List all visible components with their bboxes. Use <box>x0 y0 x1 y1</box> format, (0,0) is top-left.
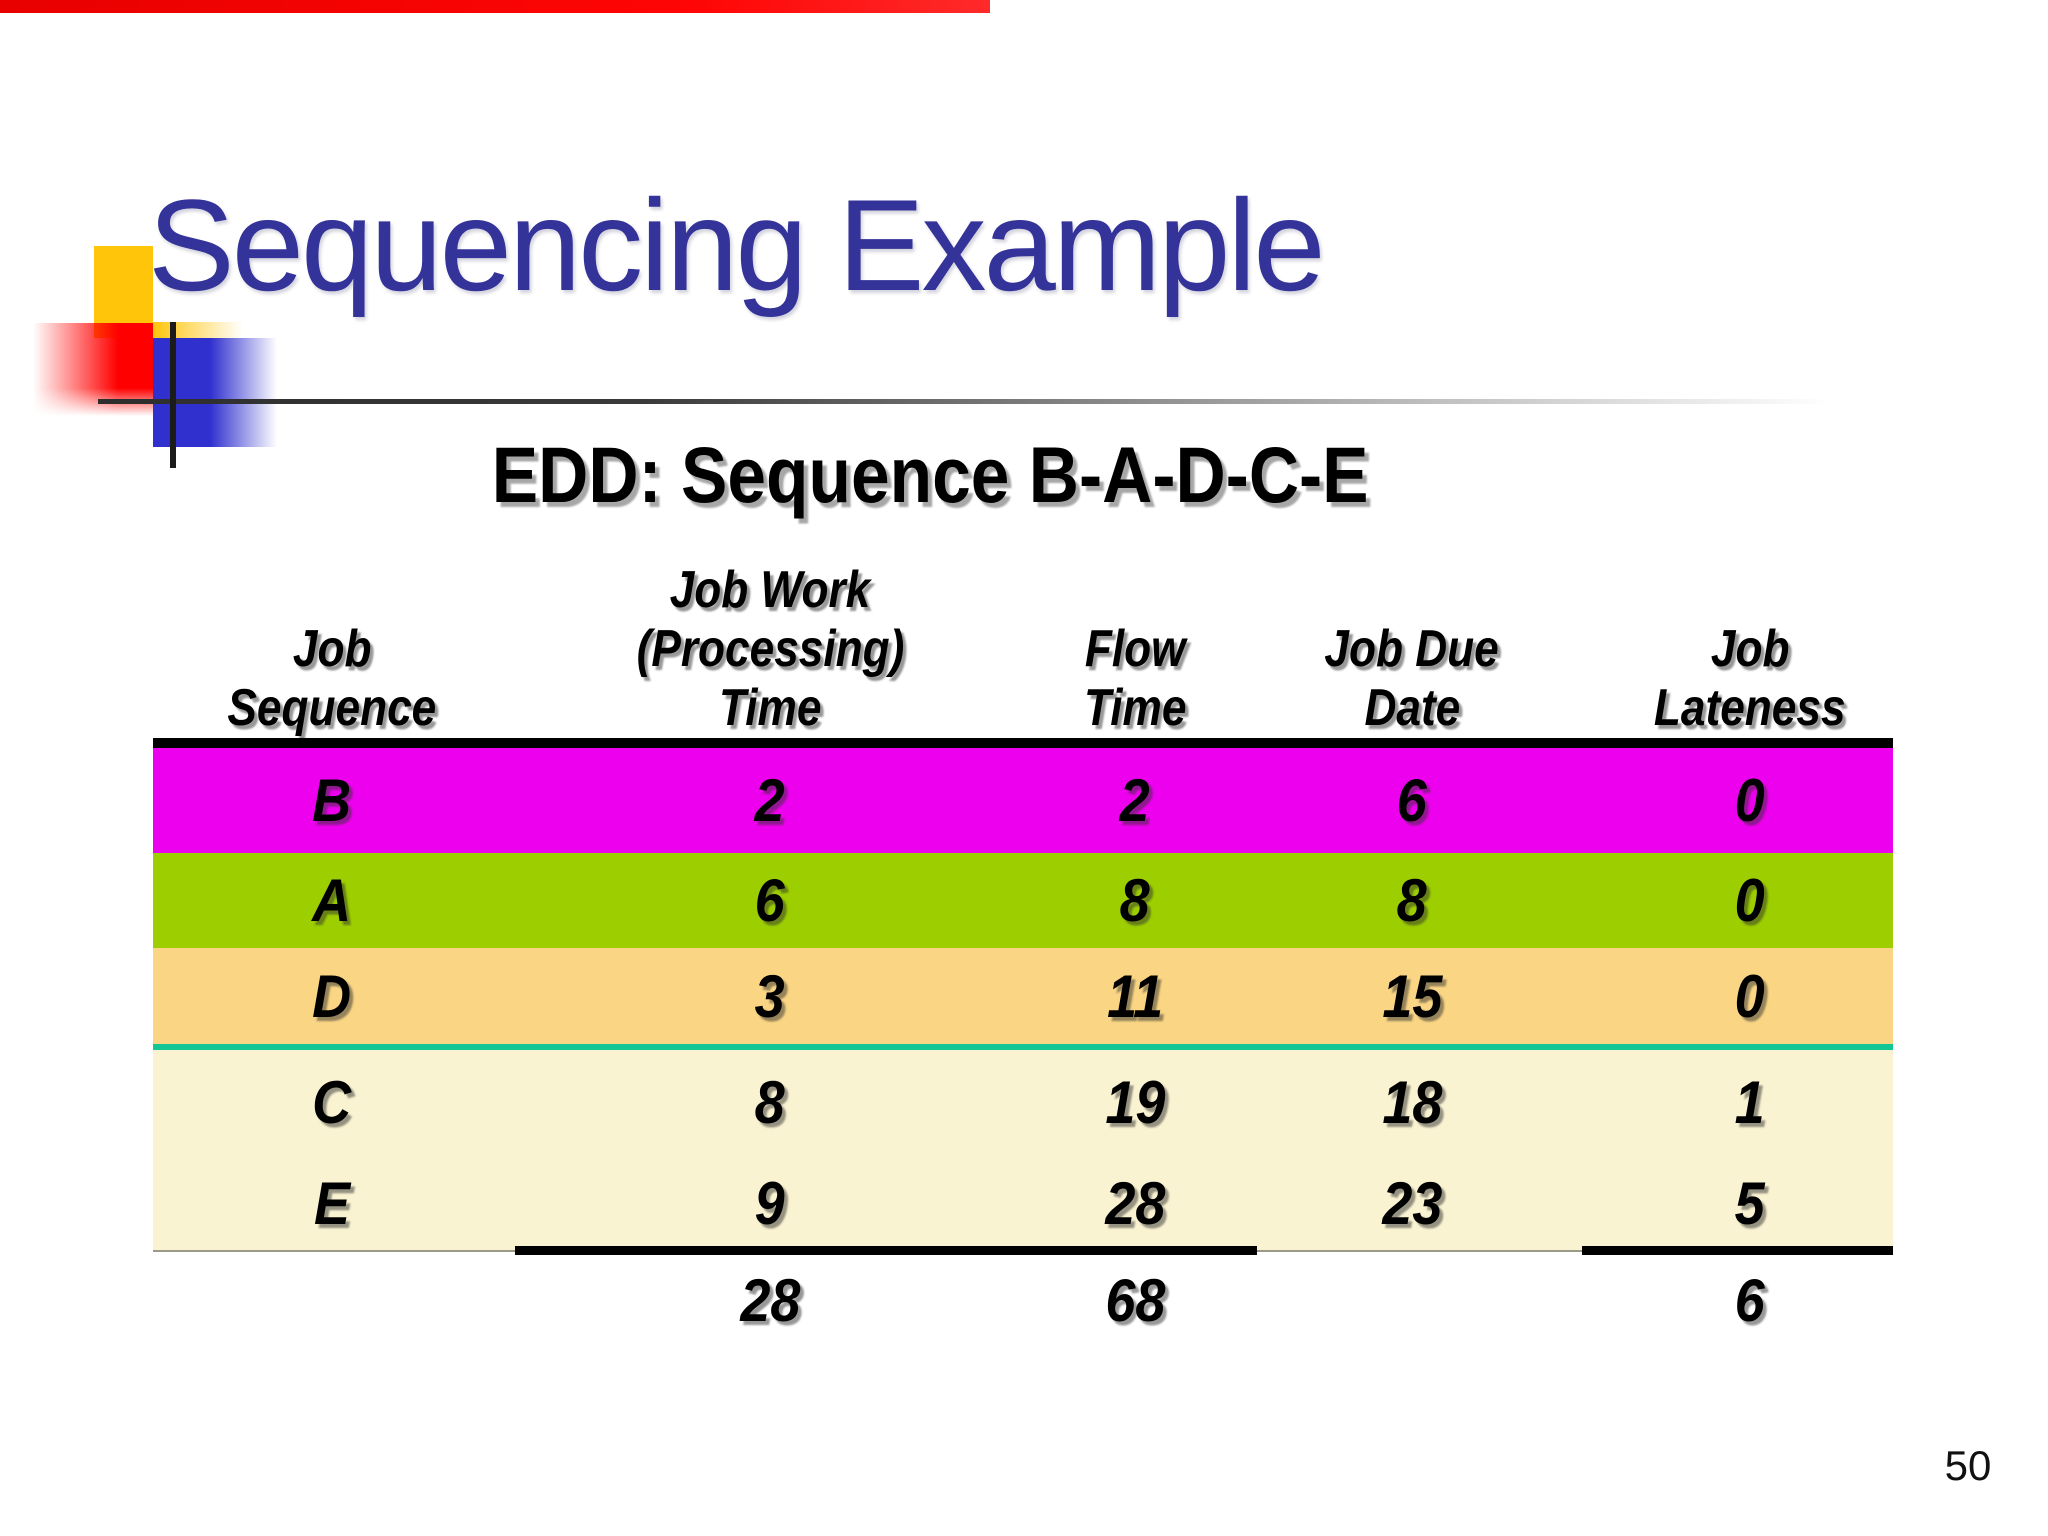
header-line: Time <box>1083 679 1187 737</box>
cell-value: 1 <box>1734 1069 1766 1136</box>
header-line: Date <box>1364 679 1460 737</box>
header-job-work-time: Job Work (Processing) Time <box>551 548 953 738</box>
page-number: 50 <box>1944 1442 1992 1489</box>
header-line: Job <box>292 620 372 678</box>
totals-late: 6 <box>1581 1260 1893 1340</box>
total-value: 68 <box>1104 1266 1166 1334</box>
cell-late: 5 <box>1581 1155 1893 1252</box>
table-row-b: B 2 2 6 0 <box>153 748 1893 853</box>
cell-flow: 28 <box>953 1155 1273 1252</box>
header-job-lateness: Job Lateness <box>1581 548 1893 738</box>
header-line: (Processing) <box>636 620 904 678</box>
cell-job: B <box>153 748 551 853</box>
cell-value: 6 <box>1396 767 1428 834</box>
cell-job: A <box>153 853 551 948</box>
cell-value: 8 <box>754 1069 786 1136</box>
header-line: Lateness <box>1654 679 1846 737</box>
cell-value: 5 <box>1734 1170 1766 1237</box>
cell-flow: 19 <box>953 1050 1273 1155</box>
cell-due: 18 <box>1273 1050 1581 1155</box>
cell-value: 28 <box>1104 1170 1166 1237</box>
cell-value: 3 <box>754 962 786 1030</box>
cell-job: D <box>153 948 551 1044</box>
cell-value: 11 <box>1106 962 1164 1030</box>
slide-subtitle: EDD: Sequence B-A-D-C-E <box>491 430 1369 519</box>
cell-late: 0 <box>1581 748 1893 853</box>
cell-late: 1 <box>1581 1050 1893 1155</box>
header-job-due-date: Job Due Date <box>1273 548 1581 738</box>
header-job-sequence: Job Sequence <box>153 548 551 738</box>
cell-work: 8 <box>551 1050 953 1155</box>
table-row-e: E 9 28 23 5 <box>153 1155 1893 1252</box>
cell-value: 2 <box>754 767 786 834</box>
cell-flow: 8 <box>953 853 1273 948</box>
cell-work: 3 <box>551 948 953 1044</box>
header-line: Flow <box>1084 620 1186 678</box>
cell-value: B <box>312 767 352 834</box>
decoration-yellow-square <box>94 246 153 338</box>
cell-value: 0 <box>1734 767 1766 834</box>
cell-due: 6 <box>1273 748 1581 853</box>
table-row-d: D 3 11 15 0 <box>153 948 1893 1044</box>
cell-value: 19 <box>1104 1069 1166 1136</box>
cell-job: C <box>153 1050 551 1155</box>
header-flow-time: Flow Time <box>953 548 1273 738</box>
cell-work: 2 <box>551 748 953 853</box>
header-line: Sequence <box>227 679 437 737</box>
cell-value: A <box>312 867 352 934</box>
cell-flow: 11 <box>953 948 1273 1044</box>
header-line: Job <box>1710 620 1790 678</box>
table-header-row: Job Sequence Job Work (Processing) Time … <box>153 548 1893 738</box>
cell-work: 6 <box>551 853 953 948</box>
subtitle-wrap: EDD: Sequence B-A-D-C-E <box>0 430 1860 519</box>
total-value: 6 <box>1734 1266 1766 1334</box>
cell-value: 6 <box>754 867 786 934</box>
cell-due: 15 <box>1273 948 1581 1044</box>
totals-flow: 68 <box>953 1260 1273 1340</box>
decoration-yellow-fade-strip <box>153 322 243 338</box>
top-red-accent-bar <box>0 0 990 13</box>
totals-row: 28 68 6 <box>153 1260 1893 1340</box>
header-line: Job Work <box>669 561 871 619</box>
total-value: 28 <box>739 1266 801 1334</box>
totals-work: 28 <box>551 1260 953 1340</box>
totals-empty <box>1273 1260 1581 1340</box>
cell-value: 0 <box>1734 867 1766 934</box>
totals-underline-work-flow <box>515 1246 1257 1255</box>
table-row-a: A 6 8 8 0 <box>153 853 1893 948</box>
title-underline-rule <box>98 399 1904 404</box>
cell-value: 8 <box>1119 867 1151 934</box>
cell-value: 15 <box>1381 962 1443 1030</box>
table-body: B 2 2 6 0 A 6 8 8 0 D 3 11 15 0 C 8 19 1… <box>153 748 1893 1252</box>
cell-work: 9 <box>551 1155 953 1252</box>
table-row-c: C 8 19 18 1 <box>153 1050 1893 1155</box>
teal-divider-line <box>153 1044 1893 1050</box>
totals-underline-lateness <box>1582 1246 1893 1255</box>
cell-value: 2 <box>1119 767 1151 834</box>
cell-value: E <box>313 1170 351 1237</box>
cell-value: 18 <box>1381 1069 1443 1136</box>
table-top-border <box>153 738 1893 748</box>
cell-flow: 2 <box>953 748 1273 853</box>
header-line: Time <box>718 679 822 737</box>
cell-value: C <box>312 1069 352 1136</box>
cell-late: 0 <box>1581 853 1893 948</box>
totals-empty <box>153 1260 551 1340</box>
cell-value: D <box>312 962 352 1030</box>
cell-value: 9 <box>754 1170 786 1237</box>
decoration-crosshair-vertical-line <box>170 322 176 468</box>
cell-value: 0 <box>1734 962 1766 1030</box>
cell-job: E <box>153 1155 551 1252</box>
header-line: Job Due <box>1324 620 1500 678</box>
cell-due: 23 <box>1273 1155 1581 1252</box>
slide-title: Sequencing Example <box>148 172 1326 318</box>
cell-due: 8 <box>1273 853 1581 948</box>
cell-value: 23 <box>1381 1170 1443 1237</box>
cell-value: 8 <box>1396 867 1428 934</box>
cell-late: 0 <box>1581 948 1893 1044</box>
